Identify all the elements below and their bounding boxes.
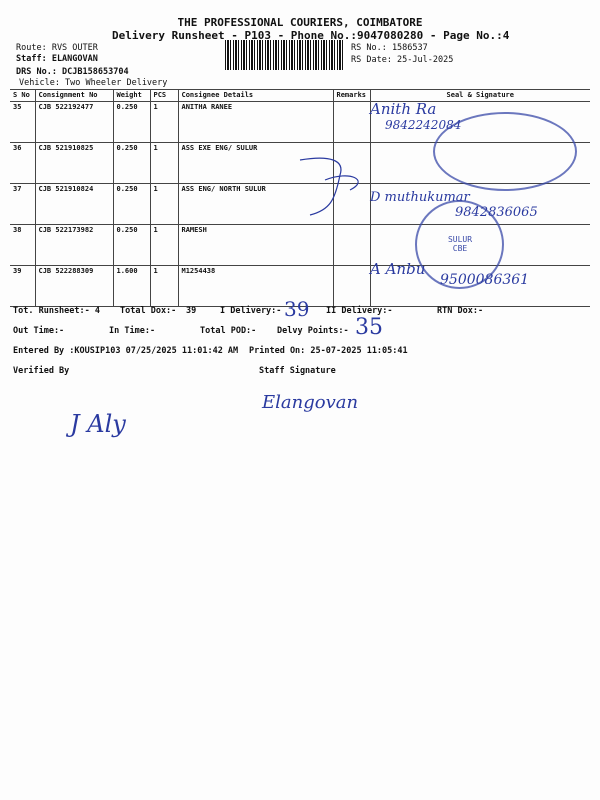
verified-by: Verified By [13, 366, 70, 376]
round-stamp [433, 112, 577, 191]
sno: 38 [10, 224, 35, 266]
drs-no: DRS No.: DCJB158653704 [16, 67, 129, 77]
sno: 36 [10, 142, 35, 184]
pcs: 1 [149, 183, 178, 225]
staff: Staff: ELANGOVAN [16, 54, 98, 64]
consignee: ANITHA RANEE [177, 101, 333, 143]
printed-on: Printed On: 25-07-2025 11:05:41 [249, 346, 408, 356]
total-dox-value: 39 [186, 306, 197, 316]
rs-no: RS No.: 1586537 [351, 43, 428, 53]
i-delivery-handwritten: 39 [284, 297, 310, 321]
sno: 37 [10, 183, 35, 225]
signature-37: D muthukumar [370, 190, 470, 205]
staff-signature: Elangovan [262, 392, 359, 413]
consignee: ASS ENG/ NORTH SULUR [177, 183, 333, 225]
rtn-dox: RTN Dox:- [437, 306, 484, 316]
sno: 35 [10, 101, 35, 143]
sno: 39 [10, 265, 35, 307]
col-consignee: Consignee Details [177, 89, 333, 102]
col-remarks: Remarks [332, 89, 370, 102]
col-sno: S No [10, 89, 35, 102]
table-row: 35 CJB 522192477 0.250 1 ANITHA RANEE [10, 101, 590, 143]
remarks [332, 101, 370, 143]
table-row: 39 CJB 522288309 1.600 1 M1254438 [10, 265, 590, 307]
in-time: In Time:- [109, 326, 156, 336]
consignee: ASS EXE ENG/ SULUR [177, 142, 333, 184]
tot-runsheet: Tot. Runsheet:- 4 [13, 306, 100, 316]
pcs: 1 [149, 224, 178, 266]
col-seal: Seal & Signature [369, 89, 590, 102]
consignment-no: CJB 522288309 [34, 265, 113, 307]
staff-signature-label: Staff Signature [259, 366, 336, 376]
col-consignment: Consignment No [34, 89, 113, 102]
scribble-36 [299, 157, 359, 216]
runsheet-subtitle: Delivery Runsheet - P103 - Phone No.:904… [112, 29, 510, 42]
consignment-no: CJB 521910825 [34, 142, 113, 184]
col-pcs: PCS [149, 89, 178, 102]
weight: 1.600 [112, 265, 150, 307]
i-delivery-label: I Delivery:- [220, 306, 282, 316]
consignee: RAMESH [177, 224, 333, 266]
barcode [225, 40, 345, 70]
out-time: Out Time:- [13, 326, 65, 336]
company-title: THE PROFESSIONAL COURIERS, COIMBATORE [177, 16, 423, 29]
vehicle: Vehicle: Two Wheeler Delivery [19, 78, 168, 88]
signature-39: A Anbu [370, 260, 426, 278]
consignment-no: CJB 522192477 [34, 101, 113, 143]
pcs: 1 [149, 265, 178, 307]
delvy-points-handwritten: 35 [355, 315, 383, 340]
weight: 0.250 [112, 101, 150, 143]
weight: 0.250 [112, 142, 150, 184]
remarks [332, 183, 370, 225]
consignment-no: CJB 522173982 [34, 224, 113, 266]
ii-delivery: II Delivery:- [326, 306, 393, 316]
phone-39: 9500086361 [440, 272, 530, 288]
remarks [332, 265, 370, 307]
weight: 0.250 [112, 183, 150, 225]
stamp-text: SULUR CBE [447, 235, 473, 253]
consignee: M1254438 [177, 265, 333, 307]
sulur-stamp [415, 200, 504, 289]
phone-35: 9842242084 [385, 118, 462, 132]
signature-35: Anith Ra [370, 100, 437, 118]
weight: 0.250 [112, 224, 150, 266]
delvy-points-label: Delvy Points:- [277, 326, 349, 336]
entered-by: Entered By :KOUSIP103 07/25/2025 11:01:4… [13, 346, 239, 356]
col-weight: Weight [112, 89, 150, 102]
total-dox-label: Total Dox:- [120, 306, 177, 316]
remarks [332, 224, 370, 266]
consignment-no: CJB 521910824 [34, 183, 113, 225]
verifier-signature: J Aly [70, 410, 126, 438]
pcs: 1 [149, 142, 178, 184]
pcs: 1 [149, 101, 178, 143]
seal-cell [369, 265, 590, 307]
rs-date: RS Date: 25-Jul-2025 [351, 55, 454, 65]
total-pod: Total POD:- [200, 326, 257, 336]
route: Route: RVS OUTER [16, 43, 98, 53]
phone-37: 9842836065 [455, 205, 538, 220]
